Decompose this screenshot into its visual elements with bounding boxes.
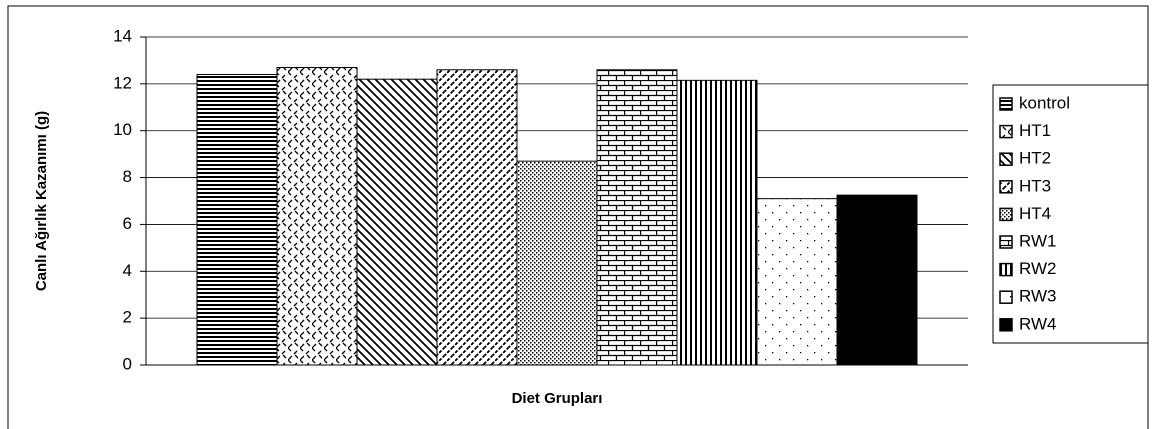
- y-tick-label: 8: [123, 167, 132, 186]
- y-tick-label: 12: [113, 73, 132, 92]
- bar: [436, 69, 518, 366]
- legend-label: kontrol: [1019, 93, 1070, 112]
- bar: [276, 66, 358, 366]
- legend-swatch: [999, 318, 1013, 332]
- legend-swatch: [999, 180, 1013, 194]
- bar: [596, 69, 678, 366]
- legend-label: HT3: [1019, 176, 1051, 195]
- bar: [756, 198, 838, 366]
- legend-swatch: [999, 97, 1013, 111]
- legend-label: HT1: [1019, 121, 1051, 140]
- legend-swatch: [999, 152, 1013, 166]
- legend-swatch: [999, 124, 1013, 139]
- y-tick-label: 2: [123, 308, 132, 327]
- legend-label: HT2: [1019, 149, 1051, 168]
- bar: [356, 78, 438, 366]
- legend-swatch: [999, 207, 1013, 222]
- bar: [196, 73, 278, 366]
- y-tick-label: 10: [113, 120, 132, 139]
- legend-label: RW1: [1019, 231, 1056, 250]
- legend-swatch: [999, 235, 1013, 249]
- legend-label: RW3: [1019, 287, 1056, 306]
- legend-swatch: [999, 290, 1013, 304]
- bar: [836, 194, 918, 366]
- legend-swatch: [999, 262, 1013, 277]
- x-axis-label: Diet Grupları: [512, 390, 603, 407]
- y-tick-label: 4: [123, 261, 132, 280]
- bar: [516, 160, 598, 366]
- legend-box: [992, 84, 1149, 344]
- bar: [676, 79, 758, 366]
- y-tick-label: 6: [123, 214, 132, 233]
- legend-label: RW4: [1019, 314, 1056, 333]
- legend-label: RW2: [1019, 259, 1056, 278]
- y-tick-label: 14: [113, 26, 132, 45]
- y-tick-label: 0: [123, 354, 132, 373]
- y-axis-label: Canlı Ağırlık Kazanımı (g): [33, 111, 50, 291]
- legend-label: HT4: [1019, 204, 1051, 223]
